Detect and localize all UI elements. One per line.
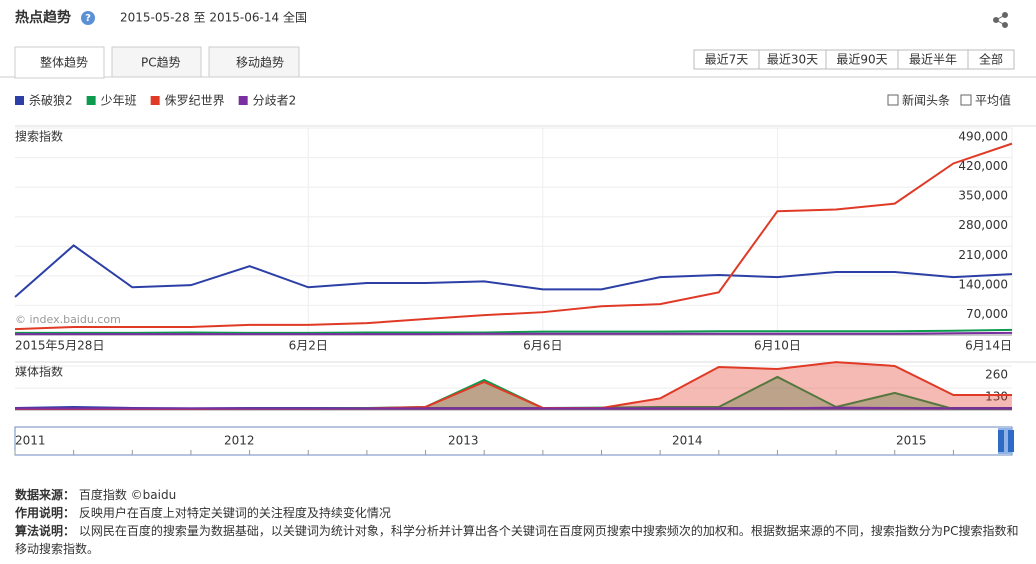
timeline-year: 2013 [448,434,479,448]
footer-label: 数据来源： [15,488,76,502]
y-tick-label: 490,000 [958,130,1008,144]
checkbox[interactable] [960,94,972,106]
timeline-year: 2012 [224,434,255,448]
series-line [15,328,1013,334]
range-button-label: 最近30天 [767,53,818,67]
axis-title: 搜索指数 [15,129,63,144]
series-line [15,331,1013,336]
share-icon[interactable] [993,12,1008,28]
x-tick-label: 6月6日 [523,339,562,353]
axis-title: 媒体指数 [15,364,63,379]
legend-label: 杀破狼2 [29,93,73,108]
checkbox[interactable] [887,94,899,106]
range-button-label: 全部 [979,52,1003,67]
tab-label: 整体趋势 [40,55,88,70]
footer-text: 以网民在百度的搜索量为数据基础，以关键词为统计对象，科学分析并计算出各个关键词在… [15,524,1019,556]
page-title: 热点趋势 [15,9,71,26]
legend-label: 侏罗纪世界 [165,94,225,108]
series-line [14,244,1013,298]
x-tick-label: 6月2日 [289,339,328,353]
range-button[interactable] [967,49,1015,70]
help-glyph: ? [85,13,91,24]
y-tick-label: 70,000 [966,307,1008,321]
footer-text: 百度指数 ©baidu [78,488,177,502]
range-button-label: 最近半年 [909,53,957,67]
footer-row: 数据来源： 百度指数 ©baidu [15,486,176,503]
footer-label: 作用说明： [15,506,76,520]
footer-label: 算法说明： [15,524,76,538]
tab[interactable] [208,46,300,78]
region: 全国 [283,10,307,25]
legend-label: 少年班 [101,94,137,108]
series-line [15,406,1012,410]
y-tick-label: 260 [985,368,1008,382]
legend-swatch [150,96,160,105]
timeline[interactable] [14,426,1013,456]
timeline-year: 2014 [672,434,703,448]
x-tick-label: 6月14日 [965,339,1012,353]
legend-swatch [238,96,248,105]
timeline-handle[interactable] [1008,430,1014,452]
timeline-year: 2011 [15,434,46,448]
footer-row: 作用说明： 反映用户在百度上对特定关键词的关注程度及持续变化情况 [15,504,391,521]
y-tick-label: 140,000 [958,277,1008,291]
y-tick-label: 130 [985,390,1008,404]
option-label: 新闻头条 [902,93,950,108]
range-button-label: 最近90天 [836,53,887,67]
range-button-label: 最近7天 [705,53,749,67]
y-tick-label: 280,000 [958,218,1008,232]
watermark: © index.baidu.com [15,313,121,326]
tab-label: PC趋势 [141,56,181,70]
legend-label: 分歧者2 [253,94,297,108]
series-area [15,362,1012,410]
timeline-handle[interactable] [998,430,1004,452]
series-line [14,142,1013,331]
legend-swatch [15,96,24,105]
footer-row: 算法说明： 以网民在百度的搜索量为数据基础，以关键词为统计对象，科学分析并计算出… [15,522,1020,558]
y-tick-label: 210,000 [958,248,1008,262]
tab[interactable] [111,46,202,78]
help-icon[interactable] [81,11,95,25]
tab-label: 移动趋势 [236,56,284,70]
option-label: 平均值 [975,93,1011,108]
legend-swatch [86,96,96,105]
y-tick-label: 350,000 [958,189,1008,203]
tab[interactable] [14,46,105,79]
y-tick-label: 420,000 [958,159,1008,173]
date-range: 2015-05-28 至 2015-06-14 [120,11,279,25]
footer-text: 反映用户在百度上对特定关键词的关注程度及持续变化情况 [78,506,391,520]
x-tick-label: 6月10日 [754,339,801,353]
timeline-year: 2015 [896,434,927,448]
x-tick-label: 2015年5月28日 [15,339,104,353]
